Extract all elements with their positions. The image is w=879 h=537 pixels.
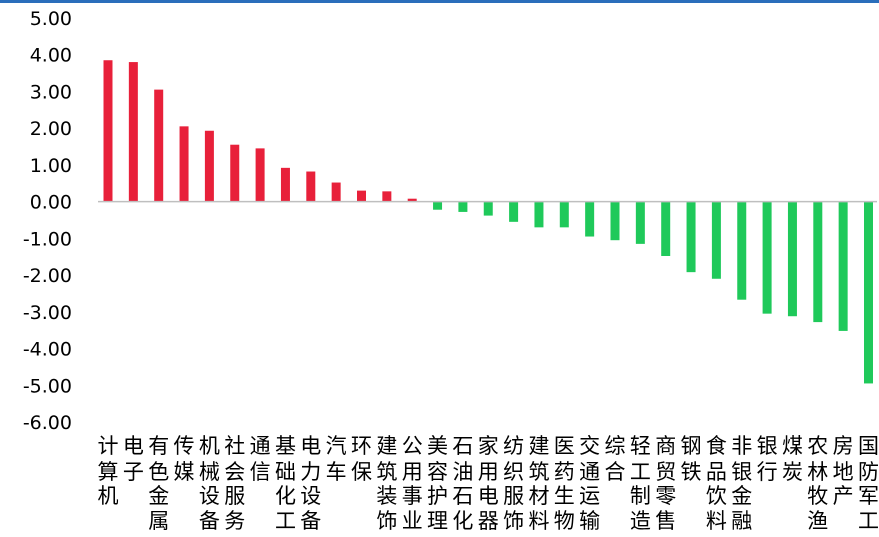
bar-21 (636, 202, 645, 244)
y-tick-label: -2.00 (23, 265, 72, 287)
x-tick-label: 电力设备 (300, 434, 321, 533)
y-tick-label: 2.00 (30, 118, 72, 140)
bar-15 (484, 202, 493, 216)
bar-8 (306, 172, 315, 202)
bar-4 (205, 131, 214, 202)
x-tick-label: 建筑装饰 (376, 434, 397, 533)
x-tick-label: 公用事业 (402, 434, 423, 533)
x-tick-label: 机械设备 (199, 434, 220, 533)
bar-28 (813, 202, 822, 322)
y-tick-label: -4.00 (23, 339, 72, 361)
x-tick-label: 通信 (250, 434, 271, 484)
x-tick-label: 综合 (605, 434, 626, 484)
x-tick-label: 石油石化 (452, 434, 473, 533)
bar-5 (230, 145, 239, 202)
x-tick-label: 计算机 (98, 434, 119, 508)
x-tick-label: 美容护理 (427, 434, 448, 533)
bar-14 (458, 202, 467, 212)
bar-9 (332, 183, 341, 202)
x-tick-label: 建筑材料 (528, 434, 549, 533)
x-tick-label: 商贸零售 (655, 434, 676, 533)
bar-25 (737, 202, 746, 300)
x-tick-label: 纺织服饰 (503, 434, 524, 533)
bar-23 (687, 202, 696, 273)
x-tick-label: 医药生物 (554, 434, 575, 533)
bar-2 (154, 90, 163, 202)
bar-19 (585, 202, 594, 237)
x-tick-label: 国防军工 (858, 434, 879, 533)
x-tick-label: 有色金属 (148, 434, 169, 533)
x-tick-label: 家用电器 (478, 434, 499, 533)
bar-27 (788, 202, 797, 317)
x-tick-label: 电子 (123, 434, 144, 484)
y-tick-label: 0.00 (30, 192, 72, 214)
top-border-line (0, 0, 879, 3)
y-tick-label: -3.00 (23, 302, 72, 324)
y-tick-label: -5.00 (23, 375, 72, 397)
bar-10 (357, 191, 366, 202)
x-tick-label: 银行 (757, 434, 778, 484)
x-tick-label: 房地产 (833, 434, 854, 508)
y-tick-label: 3.00 (30, 81, 72, 103)
y-tick-label: -6.00 (23, 412, 72, 434)
bar-29 (839, 202, 848, 331)
bar-0 (104, 60, 113, 201)
x-tick-label: 轻工制造 (630, 434, 651, 533)
x-tick-label: 钢铁 (681, 434, 702, 484)
bar-3 (180, 126, 189, 201)
y-tick-label: 4.00 (30, 45, 72, 67)
bars (104, 60, 874, 383)
bar-1 (129, 62, 138, 202)
x-tick-label: 非银金融 (731, 434, 752, 533)
bar-17 (534, 202, 543, 228)
y-tick-label: 1.00 (30, 155, 72, 177)
bar-22 (661, 202, 670, 256)
x-tick-label: 食品饮料 (706, 434, 727, 533)
x-tick-label: 传媒 (174, 434, 195, 484)
y-tick-label: 5.00 (30, 8, 72, 30)
x-tick-label: 基础化工 (275, 434, 296, 533)
x-tick-label: 农林牧渔 (807, 434, 828, 533)
bar-13 (433, 202, 442, 210)
x-axis-labels: 计算机电子有色金属传媒机械设备社会服务通信基础化工电力设备汽车环保建筑装饰公用事… (98, 434, 879, 533)
bar-16 (509, 202, 518, 222)
bar-7 (281, 168, 290, 202)
x-tick-label: 社会服务 (224, 434, 245, 533)
bar-26 (763, 202, 772, 314)
bar-11 (382, 191, 391, 201)
x-tick-label: 煤炭 (782, 434, 803, 484)
y-axis: 5.00 4.00 3.00 2.00 1.00 0.00 -1.00 -2.00 -3.00 -… (23, 8, 72, 434)
bar-18 (560, 202, 569, 228)
x-tick-label: 环保 (351, 434, 372, 484)
x-tick-label: 汽车 (326, 434, 347, 484)
y-tick-label: -1.00 (23, 228, 72, 250)
bar-24 (712, 202, 721, 279)
bar-30 (864, 202, 873, 384)
bar-6 (256, 148, 265, 201)
bar-20 (611, 202, 620, 241)
x-tick-label: 交通运输 (579, 434, 600, 533)
